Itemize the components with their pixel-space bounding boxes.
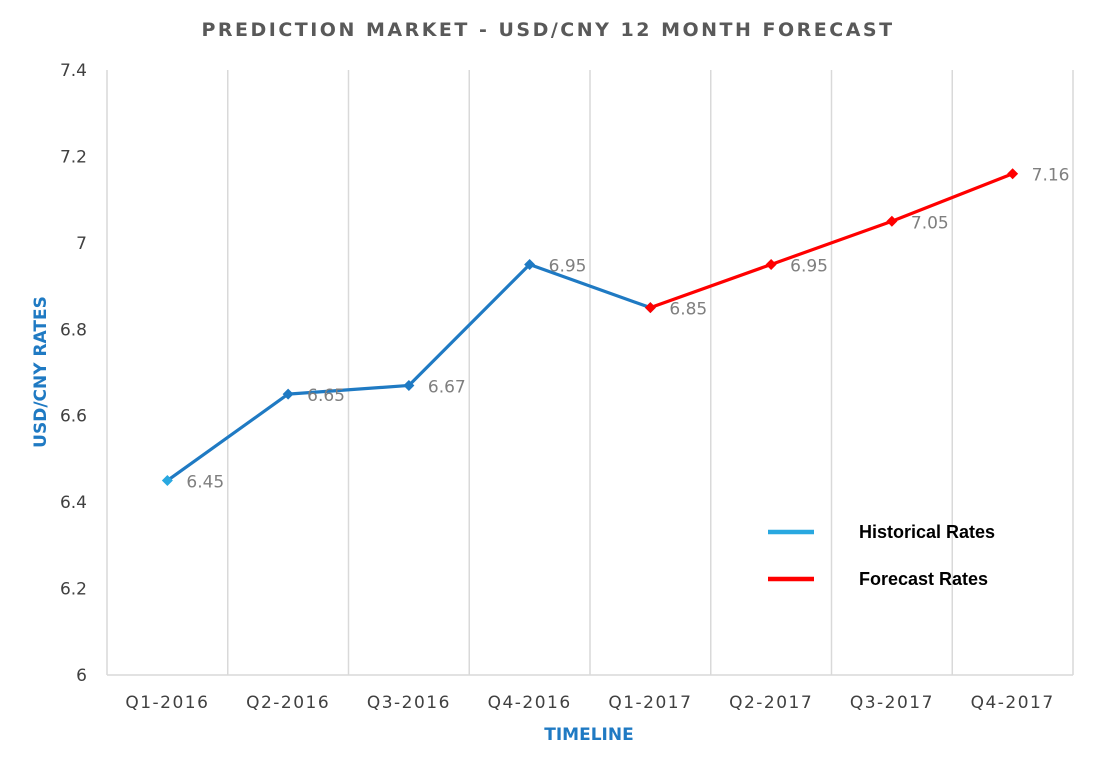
- x-tick-label: Q1-2017: [608, 693, 692, 713]
- y-tick-label: 6.4: [60, 493, 87, 513]
- data-label: 6.95: [790, 256, 828, 276]
- y-tick-label: 7.4: [60, 61, 87, 81]
- y-axis-ticks: 6 6.2 6.4 6.6 6.8 7 7.2 7.4: [60, 61, 87, 686]
- data-label: 7.16: [1032, 166, 1070, 186]
- x-tick-label: Q3-2017: [850, 693, 934, 713]
- data-label: 6.95: [549, 256, 587, 276]
- x-axis-ticks: Q1-2016 Q2-2016 Q3-2016 Q4-2016 Q1-2017 Q2-20…: [125, 693, 1055, 713]
- x-tick-label: Q3-2016: [367, 693, 451, 713]
- data-label: 7.05: [911, 213, 949, 233]
- x-tick-label: Q4-2016: [488, 693, 572, 713]
- x-tick-label: Q2-2016: [246, 693, 330, 713]
- x-tick-label: Q2-2017: [729, 693, 813, 713]
- x-tick-label: Q4-2017: [971, 693, 1055, 713]
- chart-title: PREDICTION MARKET - USD/CNY 12 MONTH FOR…: [201, 19, 894, 41]
- data-label: 6.67: [428, 377, 466, 397]
- data-label: 6.45: [186, 473, 224, 493]
- data-point-marker: [161, 475, 173, 487]
- x-axis-title: TIMELINE: [544, 725, 633, 745]
- data-point-marker: [886, 215, 898, 227]
- data-point-marker: [524, 258, 536, 270]
- data-label: 6.65: [307, 386, 345, 406]
- y-tick-label: 6.2: [60, 580, 87, 600]
- series-line: [649, 172, 1014, 310]
- data-point-marker: [403, 379, 415, 391]
- y-tick-label: 6: [76, 666, 87, 686]
- data-point-marker: [644, 302, 656, 314]
- y-tick-label: 6.6: [60, 407, 87, 427]
- legend-label: Historical Rates: [859, 522, 995, 542]
- y-axis-title: USD/CNY RATES: [31, 296, 51, 448]
- gridlines: [106, 70, 1074, 676]
- data-point-marker: [765, 258, 777, 270]
- data-point-marker: [282, 388, 294, 400]
- data-label: 6.85: [669, 300, 707, 320]
- x-tick-label: Q1-2016: [125, 693, 209, 713]
- legend-label: Forecast Rates: [859, 569, 988, 589]
- y-tick-label: 7: [76, 234, 87, 254]
- series-layer: 6.45 6.65 6.67 6.95 6.85 6.95 7.05 7.16: [161, 166, 1070, 493]
- series-line: [166, 262, 651, 482]
- y-tick-label: 7.2: [60, 147, 87, 167]
- y-tick-label: 6.8: [60, 320, 87, 340]
- data-point-marker: [1007, 168, 1019, 180]
- legend: Historical Rates Forecast Rates: [768, 522, 995, 589]
